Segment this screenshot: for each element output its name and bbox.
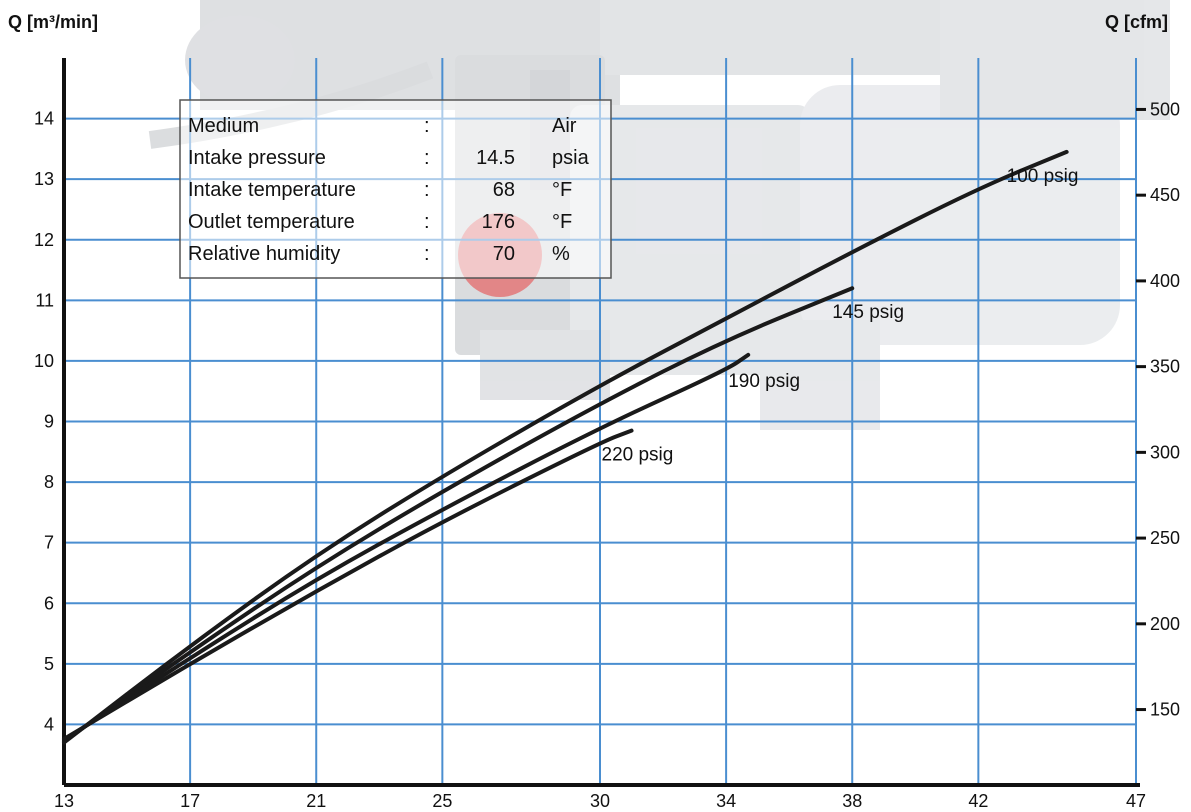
condition-separator: : — [424, 115, 430, 137]
y-axis-title-right: Q [cfm] — [1105, 12, 1168, 32]
y-right-tick-label: 450 — [1150, 185, 1180, 205]
condition-label: Outlet temperature — [188, 211, 355, 233]
condition-separator: : — [424, 243, 430, 265]
y-tick-label: 6 — [44, 593, 54, 613]
y-tick-label: 14 — [34, 109, 54, 129]
condition-value: 14.5 — [476, 147, 515, 169]
y-tick-label: 5 — [44, 654, 54, 674]
y-right-tick-label: 400 — [1150, 271, 1180, 291]
condition-value: 176 — [482, 211, 515, 233]
condition-value: 70 — [493, 243, 515, 265]
y-tick-label: 9 — [44, 412, 54, 432]
x-tick-label: 30 — [590, 791, 610, 811]
series-line-145-psig — [62, 286, 855, 744]
y-tick-label: 8 — [44, 472, 54, 492]
curve-label: 100 psig — [1007, 166, 1079, 187]
condition-separator: : — [424, 147, 430, 169]
series-line-100-psig — [62, 149, 1069, 745]
curve-labels: 100 psig 145 psig 190 psig 220 psig — [602, 166, 1079, 466]
background-machine-photo — [148, 0, 1170, 430]
condition-label: Relative humidity — [188, 243, 340, 265]
condition-separator: : — [424, 211, 430, 233]
condition-unit: °F — [552, 211, 572, 233]
y-tick-label: 7 — [44, 533, 54, 553]
conditions-box-frame — [179, 99, 612, 279]
conditions-box: Medium: Air Intake pressure: 14.5 psia Intake… — [179, 99, 612, 279]
y-right-tick-label: 200 — [1150, 614, 1180, 634]
curve-label: 220 psig — [602, 445, 674, 466]
y-right-tick-label: 350 — [1150, 357, 1180, 377]
x-tick-label: 42 — [968, 791, 988, 811]
condition-unit: psia — [552, 147, 590, 169]
curves — [62, 149, 1069, 745]
curve-label: 190 psig — [728, 371, 800, 392]
x-tick-label: 17 — [180, 791, 200, 811]
condition-unit: % — [552, 243, 570, 265]
y-right-tick-label: 500 — [1150, 99, 1180, 119]
y-tick-label: 13 — [34, 169, 54, 189]
condition-label: Intake pressure — [188, 147, 326, 169]
y-right-tick-label: 150 — [1150, 700, 1180, 720]
y-tick-label: 4 — [44, 714, 54, 734]
series-line-220-psig — [62, 428, 634, 741]
condition-unit: °F — [552, 179, 572, 201]
y-tick-label: 11 — [35, 290, 54, 310]
x-tick-label: 25 — [432, 791, 452, 811]
condition-separator: : — [424, 179, 430, 201]
x-tick-label: 34 — [716, 791, 736, 811]
x-tick-label: 47 — [1126, 791, 1146, 811]
series-line-190-psig — [62, 352, 751, 743]
y-right-tick-label: 250 — [1150, 528, 1180, 548]
axes — [62, 58, 1146, 787]
condition-label: Intake temperature — [188, 179, 356, 201]
x-tick-label: 38 — [842, 791, 862, 811]
condition-unit: Air — [552, 115, 577, 137]
condition-value: 68 — [493, 179, 515, 201]
condition-label: Medium — [188, 115, 259, 137]
curve-label: 145 psig — [832, 302, 904, 323]
tick-labels: 4 5 6 7 8 9 10 11 12 13 14 13 17 21 25 30 34 38 42 47 150 200… — [34, 99, 1180, 811]
y-axis-title-left: Q [m³/min] — [8, 12, 98, 32]
x-tick-label: 13 — [54, 791, 74, 811]
y-tick-label: 12 — [34, 230, 54, 250]
y-tick-label: 10 — [34, 351, 54, 371]
y-right-tick-label: 300 — [1150, 442, 1180, 462]
x-tick-label: 21 — [306, 791, 326, 811]
